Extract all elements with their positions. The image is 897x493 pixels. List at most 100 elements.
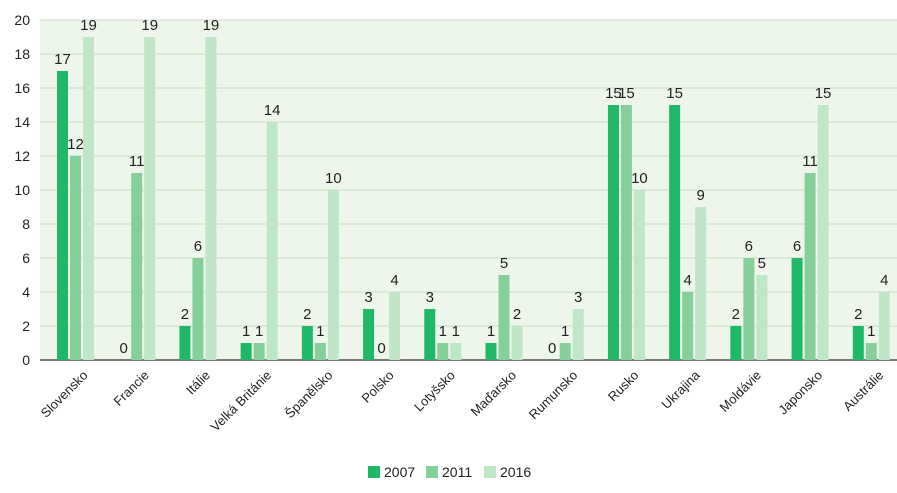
bar [327, 190, 339, 360]
x-tick-label: Japonsko [775, 368, 825, 418]
data-label: 2 [513, 306, 521, 323]
bar [450, 343, 462, 360]
bar [205, 37, 217, 360]
bar [695, 207, 707, 360]
y-tick-label: 14 [14, 114, 30, 130]
data-label: 10 [325, 170, 342, 187]
data-label: 15 [605, 85, 622, 102]
legend-label: 2011 [442, 464, 472, 480]
bar [70, 156, 81, 360]
data-label: 6 [793, 238, 801, 255]
data-label: 19 [141, 17, 158, 34]
y-tick-label: 8 [22, 216, 30, 232]
y-tick-label: 6 [22, 250, 30, 266]
bar [485, 343, 497, 360]
bar [179, 326, 191, 360]
bar [572, 309, 584, 360]
x-tick-label: Polsko [358, 368, 396, 406]
x-tick-label: Lotyšsko [411, 368, 458, 415]
bar [424, 309, 436, 360]
legend-swatch [368, 466, 380, 478]
data-label: 10 [631, 170, 648, 187]
data-label: 6 [745, 238, 753, 255]
bar [192, 258, 204, 360]
bar [266, 122, 278, 360]
x-tick-label: Španělsko [282, 368, 336, 422]
data-label: 4 [390, 272, 398, 289]
data-label: 2 [854, 306, 862, 323]
y-tick-label: 12 [14, 148, 30, 164]
data-label: 4 [880, 272, 888, 289]
x-tick-label: Austrálie [840, 368, 886, 414]
legend-swatch [484, 466, 496, 478]
bar [620, 105, 632, 360]
x-tick-label: Ukrajina [658, 367, 703, 412]
data-label: 1 [439, 323, 447, 340]
y-tick-label: 20 [14, 12, 30, 28]
data-label: 9 [696, 187, 704, 204]
bar [253, 343, 265, 360]
data-label: 3 [426, 289, 434, 306]
bar [559, 343, 571, 360]
bar [437, 343, 449, 360]
bar [511, 326, 523, 360]
data-label: 1 [561, 323, 569, 340]
y-tick-label: 0 [22, 352, 30, 368]
x-tick-label: Slovensko [38, 368, 91, 421]
bar [682, 292, 694, 360]
data-label: 1 [867, 323, 875, 340]
data-label: 2 [181, 306, 189, 323]
y-tick-label: 4 [22, 284, 30, 300]
data-label: 1 [242, 323, 250, 340]
data-label: 15 [815, 85, 832, 102]
data-label: 1 [316, 323, 324, 340]
data-label: 1 [452, 323, 460, 340]
y-tick-label: 2 [22, 318, 30, 334]
data-label: 11 [129, 153, 145, 170]
bar [817, 105, 829, 360]
bar [363, 309, 375, 360]
bar [498, 275, 510, 360]
bar [607, 105, 619, 360]
data-label: 11 [802, 153, 818, 170]
x-tick-label: Rusko [605, 368, 642, 405]
data-label: 0 [377, 340, 385, 357]
x-tick-label: Francie [111, 368, 152, 409]
bar [804, 173, 816, 360]
bar [791, 258, 803, 360]
y-tick-label: 10 [14, 182, 30, 198]
data-label: 2 [303, 306, 311, 323]
data-label: 3 [364, 289, 372, 306]
data-label: 1 [487, 323, 495, 340]
data-label: 12 [67, 136, 84, 153]
data-label: 5 [500, 255, 508, 272]
bar [131, 173, 143, 360]
data-label: 0 [548, 340, 556, 357]
data-label: 5 [758, 255, 766, 272]
legend-swatch [426, 466, 438, 478]
bar [240, 343, 252, 360]
data-label: 17 [54, 51, 71, 68]
data-label: 1 [255, 323, 263, 340]
bar [314, 343, 326, 360]
x-tick-label: Maďarsko [468, 368, 520, 420]
legend-label: 2016 [500, 464, 531, 480]
x-tick-label: Itálie [183, 368, 213, 398]
bar [756, 275, 768, 360]
bar [852, 326, 864, 360]
bar [865, 343, 877, 360]
bar [389, 292, 401, 360]
x-tick-label: Moldávie [717, 368, 764, 415]
bar [57, 71, 68, 360]
data-label: 15 [618, 85, 635, 102]
x-tick-label: Rumunsko [526, 368, 581, 423]
bar [83, 37, 94, 360]
bar [301, 326, 313, 360]
data-label: 6 [194, 238, 202, 255]
bar [669, 105, 681, 360]
data-label: 2 [732, 306, 740, 323]
bar [144, 37, 156, 360]
data-label: 14 [264, 102, 281, 119]
data-label: 19 [80, 17, 97, 34]
